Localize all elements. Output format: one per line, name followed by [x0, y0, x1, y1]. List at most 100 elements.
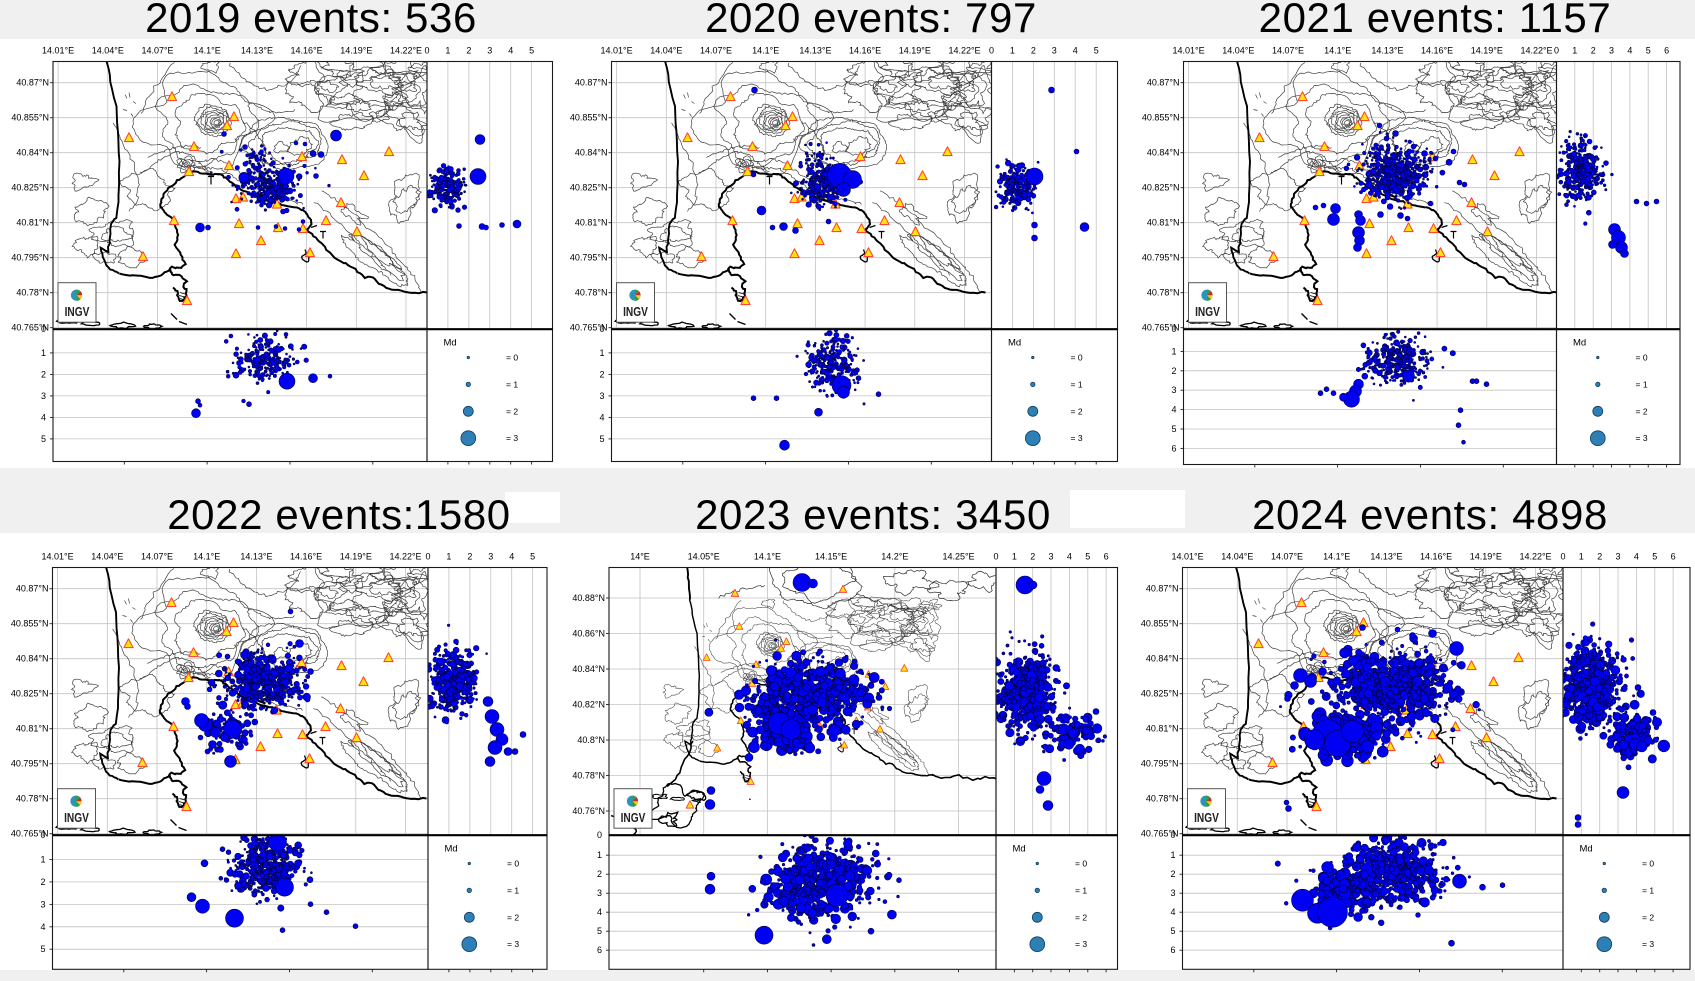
svg-text:1: 1 [1012, 552, 1017, 562]
svg-text:5: 5 [597, 926, 602, 936]
svg-text:= 0: = 0 [507, 859, 519, 869]
svg-text:4: 4 [599, 412, 604, 422]
svg-text:40.81°N: 40.81°N [1147, 218, 1180, 228]
svg-text:INGV: INGV [623, 305, 648, 319]
svg-text:= 3: = 3 [1636, 433, 1648, 443]
svg-text:0: 0 [424, 46, 429, 56]
svg-text:3: 3 [1052, 46, 1057, 56]
svg-text:40.88°N: 40.88°N [572, 593, 605, 603]
svg-text:= 3: = 3 [506, 433, 518, 443]
svg-text:0: 0 [41, 324, 46, 334]
svg-text:1: 1 [599, 348, 604, 358]
svg-text:3: 3 [487, 46, 492, 56]
svg-text:5: 5 [1085, 552, 1090, 562]
svg-text:40.795°N: 40.795°N [11, 253, 49, 263]
svg-text:5: 5 [599, 434, 604, 444]
svg-text:40.795°N: 40.795°N [570, 253, 608, 263]
svg-text:6: 6 [1104, 552, 1109, 562]
svg-text:4: 4 [1171, 405, 1176, 415]
svg-text:14.07°E: 14.07°E [1272, 46, 1304, 56]
svg-text:= 1: = 1 [507, 885, 519, 895]
svg-text:14.19°E: 14.19°E [899, 46, 931, 56]
svg-text:14.15°E: 14.15°E [815, 552, 847, 562]
svg-text:4: 4 [41, 412, 46, 422]
svg-text:14.22°E: 14.22°E [389, 552, 421, 562]
svg-text:4: 4 [1627, 46, 1632, 56]
svg-text:5: 5 [40, 944, 45, 954]
svg-text:2020 events: 797: 2020 events: 797 [705, 0, 1037, 41]
svg-text:1: 1 [446, 552, 451, 562]
svg-text:2: 2 [41, 369, 46, 379]
svg-text:14.13°E: 14.13°E [799, 46, 831, 56]
svg-text:0: 0 [989, 46, 994, 56]
svg-text:= 2: = 2 [506, 406, 518, 416]
svg-text:0: 0 [597, 830, 602, 840]
svg-text:2021 events: 1157: 2021 events: 1157 [1259, 0, 1612, 41]
svg-text:6: 6 [597, 945, 602, 955]
svg-text:1: 1 [597, 850, 602, 860]
svg-text:0: 0 [1171, 324, 1176, 334]
svg-text:4: 4 [597, 907, 602, 917]
svg-text:2: 2 [1031, 46, 1036, 56]
svg-text:4: 4 [508, 46, 513, 56]
svg-text:40.84°N: 40.84°N [16, 654, 49, 664]
svg-text:= 3: = 3 [507, 939, 519, 949]
svg-text:40.825°N: 40.825°N [11, 183, 49, 193]
svg-text:= 3: = 3 [1071, 433, 1083, 443]
svg-text:40.765°N: 40.765°N [11, 323, 49, 333]
svg-text:40.795°N: 40.795°N [11, 759, 49, 769]
svg-text:4: 4 [1067, 552, 1072, 562]
svg-text:40.825°N: 40.825°N [570, 183, 608, 193]
svg-text:14.01°E: 14.01°E [1173, 46, 1205, 56]
svg-text:14.25°E: 14.25°E [942, 552, 974, 562]
svg-text:5: 5 [529, 46, 534, 56]
svg-text:14.1°E: 14.1°E [754, 552, 781, 562]
svg-text:14.22°E: 14.22°E [1520, 46, 1552, 56]
svg-text:14.04°E: 14.04°E [92, 46, 124, 56]
svg-text:14.1°E: 14.1°E [194, 46, 221, 56]
svg-text:40.84°N: 40.84°N [16, 148, 49, 158]
svg-text:Md: Md [1573, 338, 1586, 349]
svg-text:5: 5 [530, 552, 535, 562]
svg-text:0: 0 [993, 552, 998, 562]
svg-text:= 1: = 1 [1071, 379, 1083, 389]
svg-text:14.05°E: 14.05°E [688, 552, 720, 562]
svg-text:14.16°E: 14.16°E [290, 552, 322, 562]
svg-text:40.825°N: 40.825°N [1142, 183, 1180, 193]
svg-text:= 2: = 2 [1636, 406, 1648, 416]
svg-text:14.16°E: 14.16°E [849, 46, 881, 56]
svg-text:5: 5 [1094, 46, 1099, 56]
svg-text:14.07°E: 14.07°E [141, 46, 173, 56]
svg-text:5: 5 [1171, 424, 1176, 434]
svg-text:1: 1 [445, 46, 450, 56]
svg-text:14.19°E: 14.19°E [340, 552, 372, 562]
svg-text:40.8°N: 40.8°N [577, 735, 605, 745]
svg-text:40.76°N: 40.76°N [572, 806, 605, 816]
svg-text:14.07°E: 14.07°E [700, 46, 732, 56]
svg-text:= 0: = 0 [1636, 353, 1648, 363]
svg-text:40.78°N: 40.78°N [1147, 288, 1180, 298]
svg-text:= 2: = 2 [1071, 406, 1083, 416]
svg-text:14°E: 14°E [630, 552, 650, 562]
svg-text:1: 1 [40, 855, 45, 865]
svg-text:4: 4 [1073, 46, 1078, 56]
svg-text:0: 0 [425, 552, 430, 562]
svg-text:40.87°N: 40.87°N [16, 584, 49, 594]
svg-text:3: 3 [41, 391, 46, 401]
svg-text:3: 3 [599, 391, 604, 401]
svg-text:14.19°E: 14.19°E [340, 46, 372, 56]
svg-text:40.86°N: 40.86°N [572, 629, 605, 639]
svg-text:40.825°N: 40.825°N [11, 689, 49, 699]
svg-text:4: 4 [40, 922, 45, 932]
svg-text:= 0: = 0 [1071, 353, 1083, 363]
svg-text:40.855°N: 40.855°N [1142, 113, 1180, 123]
svg-text:= 1: = 1 [1636, 379, 1648, 389]
svg-text:40.84°N: 40.84°N [575, 148, 608, 158]
svg-text:INGV: INGV [65, 305, 90, 319]
svg-text:0: 0 [40, 830, 45, 840]
svg-text:3: 3 [1048, 552, 1053, 562]
svg-text:40.84°N: 40.84°N [1147, 148, 1180, 158]
svg-text:= 2: = 2 [507, 912, 519, 922]
svg-text:6: 6 [1171, 443, 1176, 453]
svg-text:= 0: = 0 [506, 353, 518, 363]
